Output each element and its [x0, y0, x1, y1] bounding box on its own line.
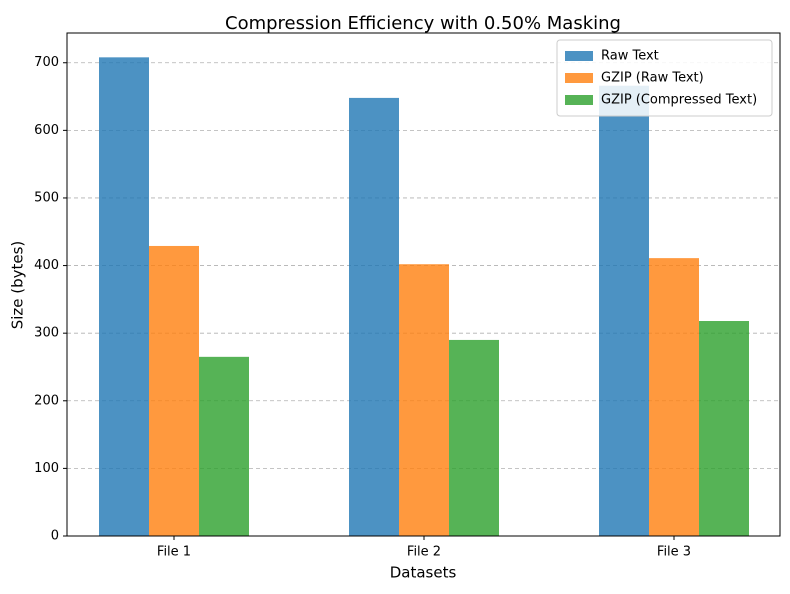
legend-label: Raw Text [601, 49, 659, 64]
legend-swatch [565, 95, 593, 105]
y-axis-label: Size (bytes) [9, 241, 27, 330]
bar [99, 57, 149, 536]
legend: Raw Text GZIP (Raw Text) GZIP (Compressed … [556, 39, 773, 117]
x-tick-label: File 3 [657, 545, 691, 560]
chart-title: Compression Efficiency with 0.50% Maskin… [225, 13, 621, 34]
bar [649, 258, 699, 536]
y-tick-label: 500 [34, 190, 59, 205]
bar [449, 339, 499, 536]
y-tick-label: 100 [34, 461, 59, 476]
legend-label: GZIP (Compressed Text) [601, 93, 757, 108]
bar [699, 321, 749, 536]
plot-frame [66, 32, 781, 537]
bar [599, 85, 649, 536]
bar [399, 264, 449, 536]
legend-label: GZIP (Raw Text) [601, 71, 704, 86]
legend-box [556, 39, 773, 117]
legend-swatch [565, 73, 593, 83]
legend-swatch [565, 51, 593, 61]
y-tick-label: 300 [34, 326, 59, 341]
bar [149, 245, 199, 536]
x-tick-label: File 1 [157, 545, 191, 560]
x-axis-label: Datasets [390, 564, 457, 582]
bar [349, 97, 399, 536]
y-tick-label: 0 [51, 529, 59, 544]
y-tick-label: 200 [34, 393, 59, 408]
bar [199, 356, 249, 536]
y-tick-label: 700 [34, 55, 59, 70]
y-tick-label: 600 [34, 123, 59, 138]
x-tick-label: File 2 [407, 545, 441, 560]
y-tick-label: 400 [34, 258, 59, 273]
